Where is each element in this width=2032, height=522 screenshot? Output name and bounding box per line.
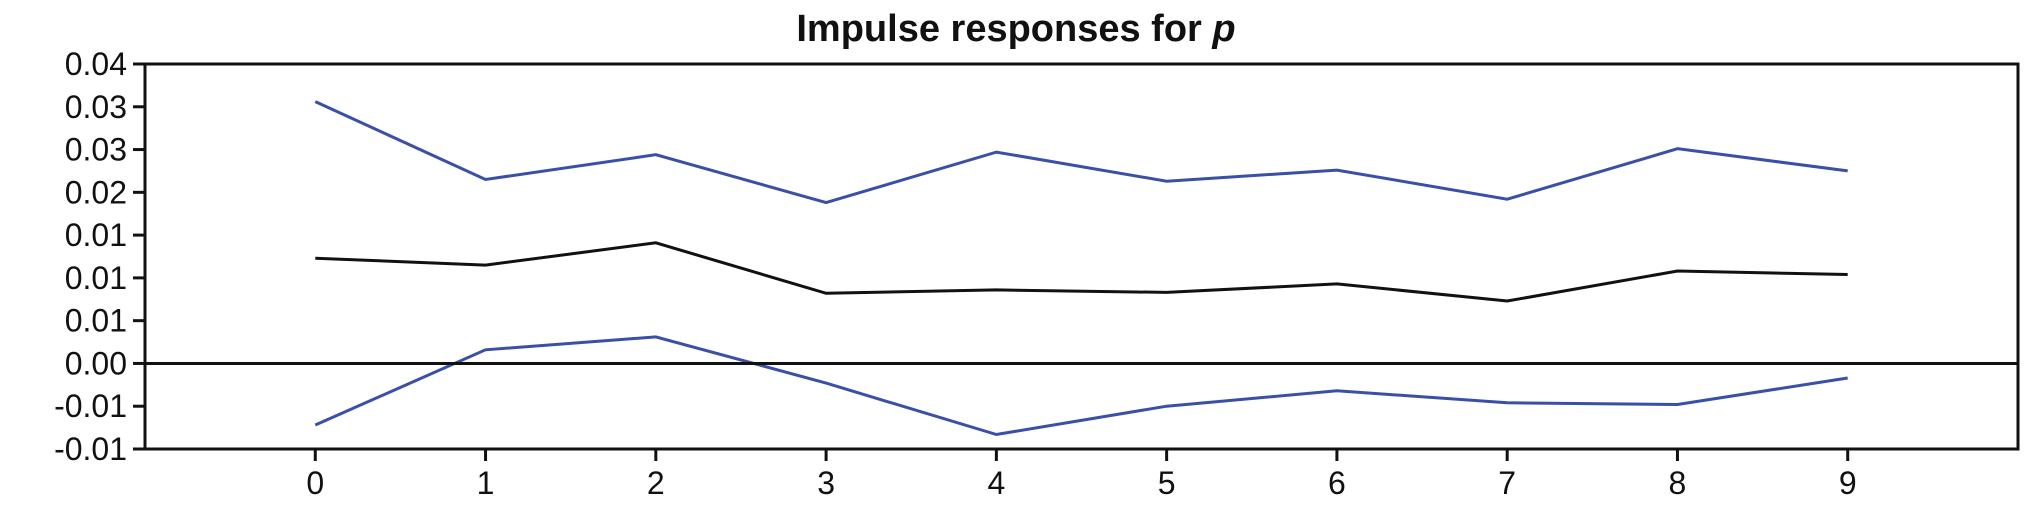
x-tick-label: 6 xyxy=(1328,465,1346,501)
series-layer xyxy=(314,100,1848,437)
x-tick-label: 9 xyxy=(1839,465,1857,501)
x-tick-label: 7 xyxy=(1498,465,1516,501)
x-tick-label: 4 xyxy=(987,465,1005,501)
chart-title-variable: p xyxy=(1212,8,1236,50)
y-tick-label: 0.01 xyxy=(65,260,127,296)
y-tick-label: 0.00 xyxy=(65,345,127,381)
x-tick-label: 3 xyxy=(817,465,835,501)
y-tick-label: -0.01 xyxy=(54,388,127,424)
y-tick-label: 0.04 xyxy=(65,46,127,82)
y-tick-label: 0.01 xyxy=(65,303,127,339)
x-tick-label: 0 xyxy=(306,465,324,501)
y-tick-label: 0.02 xyxy=(65,174,127,210)
plot-frame xyxy=(143,62,2020,451)
series-line-lower-band xyxy=(314,335,1848,437)
x-tick-label: 1 xyxy=(477,465,495,501)
series-line-upper-band xyxy=(314,100,1848,205)
x-tick-label: 2 xyxy=(647,465,665,501)
chart-title-text: Impulse responses for xyxy=(796,8,1202,50)
x-tick-label: 8 xyxy=(1669,465,1687,501)
y-tick-label: 0.03 xyxy=(65,89,127,125)
series-line-response xyxy=(315,241,1848,303)
y-tick-label: 0.03 xyxy=(65,132,127,168)
y-axis: -0.01 -0.01 0.00 0.01 0.01 0.01 0.02 0.03 0.03 0.… xyxy=(54,46,145,467)
x-axis: 0 1 2 3 4 5 6 7 8 9 xyxy=(306,449,1857,501)
x-tick-label: 5 xyxy=(1158,465,1176,501)
y-tick-label: 0.01 xyxy=(65,217,127,253)
y-tick-label: -0.01 xyxy=(54,431,127,467)
chart-title: Impulse responses for p xyxy=(0,8,2032,51)
